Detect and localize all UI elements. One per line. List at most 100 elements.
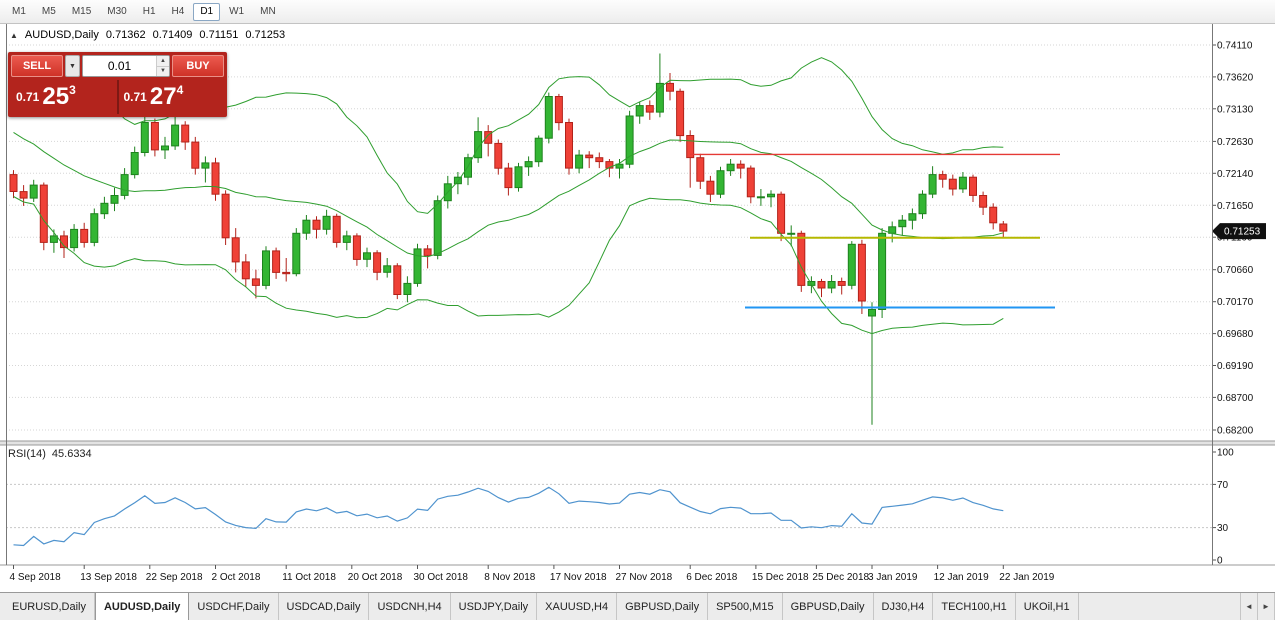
svg-text:17 Nov 2018: 17 Nov 2018 [550, 572, 607, 583]
chart-tab-usdcad-daily[interactable]: USDCAD,Daily [279, 593, 370, 620]
svg-text:0.68200: 0.68200 [1217, 426, 1254, 437]
candlesticks [9, 53, 1008, 425]
chart-tab-usdchf-daily[interactable]: USDCHF,Daily [189, 593, 279, 620]
timeframe-button-m1[interactable]: M1 [12, 6, 26, 17]
volume-decrease-button[interactable]: ▼ [157, 66, 169, 76]
svg-text:0.72630: 0.72630 [1217, 137, 1254, 148]
buy-price-main: 0.71 [123, 90, 147, 104]
svg-text:0.71650: 0.71650 [1217, 201, 1254, 212]
svg-text:12 Jan 2019: 12 Jan 2019 [934, 572, 989, 583]
chart-tab-usdjpy-daily[interactable]: USDJPY,Daily [451, 593, 538, 620]
svg-text:25 Dec 2018: 25 Dec 2018 [812, 572, 869, 583]
svg-text:0.73130: 0.73130 [1217, 104, 1254, 115]
current-price-tag: 0.71253 [1212, 223, 1266, 240]
sell-button[interactable]: SELL [11, 55, 63, 77]
tabs-scroll-right-button[interactable]: ► [1258, 593, 1275, 620]
svg-text:70: 70 [1217, 480, 1229, 491]
chevron-down-icon: ▼ [69, 62, 76, 70]
panel-splitter[interactable] [0, 440, 1275, 446]
timeframe-button-m30[interactable]: M30 [107, 6, 127, 17]
symbol-icon: ▲ [10, 30, 18, 40]
ohlc-high: 0.71409 [152, 29, 193, 41]
chart-tab-gbpusd-daily[interactable]: GBPUSD,Daily [617, 593, 709, 620]
volume-input[interactable] [83, 56, 156, 76]
svg-text:20 Oct 2018: 20 Oct 2018 [348, 572, 403, 583]
ohlc-close: 0.71253 [245, 29, 286, 41]
volume-spinner: ▲ ▼ [156, 56, 169, 76]
timeframe-button-h4[interactable]: H4 [171, 6, 185, 17]
chart-header: ▲ AUDUSD,Daily 0.71362 0.71409 0.71151 0… [10, 29, 285, 41]
svg-text:0.73620: 0.73620 [1217, 72, 1254, 83]
svg-text:0.70660: 0.70660 [1217, 265, 1254, 276]
buy-price-display[interactable]: 0.71 27 4 [119, 80, 225, 114]
svg-text:0.72140: 0.72140 [1217, 169, 1254, 180]
buy-price-pips: 27 [149, 83, 177, 110]
chart-area: 0.74110 0.73620 0.73130 0.72630 0.72140 0.716… [0, 24, 1275, 592]
chart-tab-gbpusd-daily[interactable]: GBPUSD,Daily [783, 593, 874, 620]
svg-text:8 Nov 2018: 8 Nov 2018 [484, 572, 536, 583]
svg-text:0.68700: 0.68700 [1217, 393, 1254, 404]
buy-button[interactable]: BUY [172, 55, 224, 77]
date-axis-labels: 4 Sep 2018 13 Sep 2018 22 Sep 2018 2 Oct 20… [10, 565, 1055, 583]
chart-tab-audusd-daily[interactable]: AUDUSD,Daily [94, 593, 190, 620]
svg-text:0.74110: 0.74110 [1217, 41, 1253, 52]
chart-tab-tech100-h1[interactable]: TECH100,H1 [933, 593, 1016, 620]
timeframe-toolbar: M1 M5 M15 M30 H1 H4 D1 W1 MN [0, 0, 1275, 24]
rsi-line [13, 486, 1004, 547]
svg-text:15 Dec 2018: 15 Dec 2018 [752, 572, 809, 583]
volume-control: ▲ ▼ [82, 55, 170, 77]
volume-dropdown-button[interactable]: ▼ [65, 55, 80, 77]
timeframe-button-w1[interactable]: W1 [229, 6, 245, 17]
rsi-scale: 100 70 30 0 [6, 448, 1234, 567]
tabs-scroll-left-button[interactable]: ◄ [1241, 593, 1258, 620]
one-click-trading-panel: SELL ▼ ▲ ▼ BUY 0.71 25 3 [8, 52, 227, 117]
rsi-value: 45.6334 [51, 448, 92, 460]
ohlc-open: 0.71362 [105, 29, 146, 41]
sell-price-pips: 25 [42, 83, 70, 110]
chart-tab-eurusd-daily[interactable]: EURUSD,Daily [4, 593, 95, 620]
symbol-label: AUDUSD,Daily [24, 29, 99, 41]
rsi-name: RSI(14) [8, 448, 46, 460]
chart-tabbar: EURUSD,Daily AUDUSD,Daily USDCHF,Daily USDC… [0, 592, 1275, 620]
timeframe-button-m15[interactable]: M15 [71, 6, 92, 17]
tab-scroll-arrows: ◄ ► [1240, 593, 1275, 620]
svg-text:2 Oct 2018: 2 Oct 2018 [212, 572, 261, 583]
svg-text:0: 0 [1217, 556, 1223, 567]
timeframe-button-m5[interactable]: M5 [41, 6, 56, 17]
svg-text:27 Nov 2018: 27 Nov 2018 [616, 572, 673, 583]
svg-text:6 Dec 2018: 6 Dec 2018 [686, 572, 738, 583]
price-divider [116, 80, 119, 114]
svg-text:22 Sep 2018: 22 Sep 2018 [146, 572, 203, 583]
svg-text:30 Oct 2018: 30 Oct 2018 [414, 572, 469, 583]
svg-text:100: 100 [1217, 448, 1234, 459]
price-grid: 0.74110 0.73620 0.73130 0.72630 0.72140 0.716… [6, 41, 1254, 437]
chart-tab-sp500-m15[interactable]: SP500,M15 [708, 593, 783, 620]
svg-text:22 Jan 2019: 22 Jan 2019 [999, 572, 1054, 583]
chart-tab-ukoil-h1[interactable]: UKOil,H1 [1016, 593, 1079, 620]
svg-text:4 Sep 2018: 4 Sep 2018 [10, 572, 62, 583]
timeframe-button-mn[interactable]: MN [260, 6, 276, 17]
volume-increase-button[interactable]: ▲ [157, 56, 169, 67]
chart-tab-usdcnh-h4[interactable]: USDCNH,H4 [369, 593, 451, 620]
svg-text:0.69680: 0.69680 [1217, 329, 1254, 340]
svg-text:0.69190: 0.69190 [1217, 361, 1254, 372]
svg-text:30: 30 [1217, 523, 1229, 534]
svg-text:0.70170: 0.70170 [1217, 297, 1254, 308]
chart-tab-dj30-h4[interactable]: DJ30,H4 [874, 593, 934, 620]
timeframe-button-d1[interactable]: D1 [193, 2, 221, 21]
price-chart-canvas[interactable]: 0.741100.736200.731300.726300.721400.716… [0, 24, 1275, 592]
svg-text:13 Sep 2018: 13 Sep 2018 [80, 572, 137, 583]
rsi-indicator-label: RSI(14) 45.6334 [8, 448, 92, 460]
buy-price-pipette: 4 [176, 83, 184, 97]
svg-text:0.71253: 0.71253 [1224, 227, 1261, 238]
chart-borders [6, 24, 1213, 565]
timeframe-button-h1[interactable]: H1 [142, 6, 156, 17]
sell-price-main: 0.71 [16, 90, 40, 104]
svg-text:11 Oct 2018: 11 Oct 2018 [282, 572, 336, 583]
sell-price-display[interactable]: 0.71 25 3 [11, 80, 117, 114]
svg-text:3 Jan 2019: 3 Jan 2019 [868, 572, 918, 583]
chart-tab-xauusd-h4[interactable]: XAUUSD,H4 [537, 593, 618, 620]
sell-price-pipette: 3 [69, 83, 76, 97]
ohlc-low: 0.71151 [199, 29, 239, 41]
